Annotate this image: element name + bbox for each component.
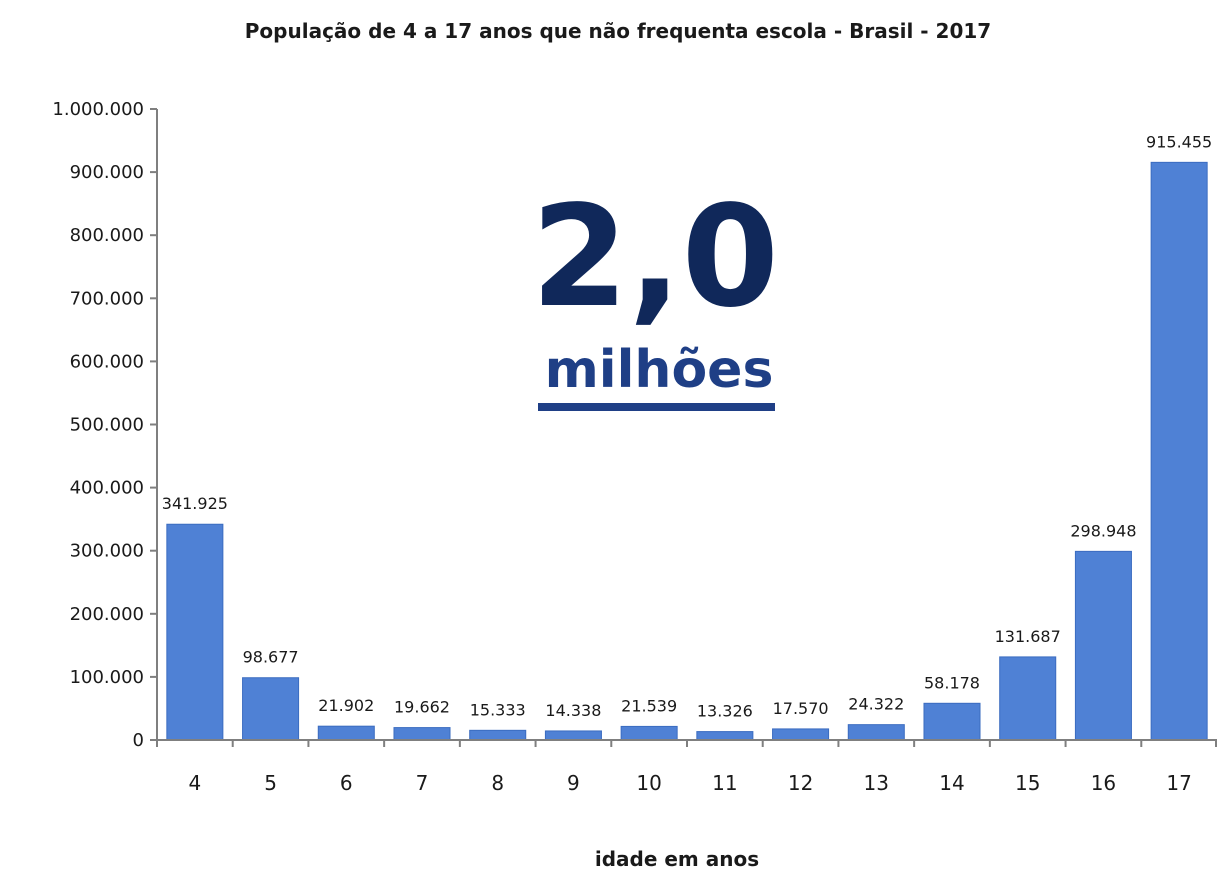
data-label: 131.687: [995, 627, 1061, 646]
data-label: 21.539: [621, 696, 677, 715]
data-label: 58.178: [924, 673, 980, 692]
x-axis: 4 5 6 7 8 9 10 11 12 13 14 15 16 17: [156, 739, 1217, 795]
data-label: 14.338: [545, 701, 601, 720]
y-tick-label: 100.000: [70, 667, 144, 688]
y-tick-label: 1.000.000: [52, 99, 144, 120]
total-unit: milhões: [545, 340, 774, 400]
y-tick-label: 900.000: [70, 162, 144, 183]
data-label: 15.333: [470, 700, 526, 719]
bar-age-5: [242, 677, 300, 741]
data-label: 915.455: [1146, 132, 1212, 151]
y-tick-label: 0: [133, 730, 144, 751]
x-tick-label: 17: [1166, 771, 1191, 795]
total-annotation: 2,0 milhões: [531, 176, 779, 411]
y-tick-label: 600.000: [70, 351, 144, 372]
data-label: 98.677: [243, 648, 299, 667]
x-tick-label: 8: [491, 771, 504, 795]
x-tick-label: 12: [788, 771, 813, 795]
x-axis-label: idade em anos: [595, 847, 759, 871]
bar-age-8: [469, 729, 527, 741]
x-tick-label: 15: [1015, 771, 1040, 795]
y-tick-label: 200.000: [70, 604, 144, 625]
y-tick-label: 800.000: [70, 225, 144, 246]
x-tick-label: 14: [939, 771, 964, 795]
chart-title: População de 4 a 17 anos que não frequen…: [245, 19, 991, 43]
y-tick-label: 300.000: [70, 541, 144, 562]
x-tick-label: 7: [416, 771, 429, 795]
data-label: 17.570: [773, 699, 829, 718]
bar-age-10: [620, 725, 678, 741]
bar-age-12: [772, 728, 830, 741]
total-number: 2,0: [531, 176, 779, 339]
bar-age-9: [544, 730, 602, 741]
total-underline: [538, 403, 775, 411]
data-label: 21.902: [318, 696, 374, 715]
x-tick-label: 16: [1091, 771, 1116, 795]
y-tick-label: 500.000: [70, 415, 144, 436]
x-tick-label: 10: [636, 771, 661, 795]
data-label: 341.925: [162, 494, 228, 513]
bar-age-6: [317, 725, 375, 741]
x-tick-label: 13: [864, 771, 889, 795]
x-tick-label: 9: [567, 771, 580, 795]
data-label: 24.322: [848, 695, 904, 714]
x-tick-label: 4: [188, 771, 201, 795]
bar-age-17: [1150, 161, 1208, 741]
x-tick-label: 5: [264, 771, 277, 795]
data-label: 19.662: [394, 698, 450, 717]
x-tick-label: 11: [712, 771, 737, 795]
y-tick-label: 400.000: [70, 478, 144, 499]
data-label: 298.948: [1070, 521, 1136, 540]
bar-age-13: [847, 724, 905, 741]
bar-age-14: [923, 702, 981, 741]
bar-age-11: [696, 731, 754, 741]
bar-age-16: [1074, 550, 1132, 741]
data-label: 13.326: [697, 702, 753, 721]
bars: 341.925 98.677 21.902 19.662 15.333 14.338 21.…: [162, 132, 1212, 741]
bar-age-7: [393, 727, 451, 741]
y-axis: 0 100.000 200.000 300.000 400.000 500.000 600.…: [52, 99, 158, 751]
y-tick-label: 700.000: [70, 288, 144, 309]
bar-age-4: [166, 523, 224, 741]
x-tick-label: 6: [340, 771, 353, 795]
bar-age-15: [999, 656, 1057, 741]
